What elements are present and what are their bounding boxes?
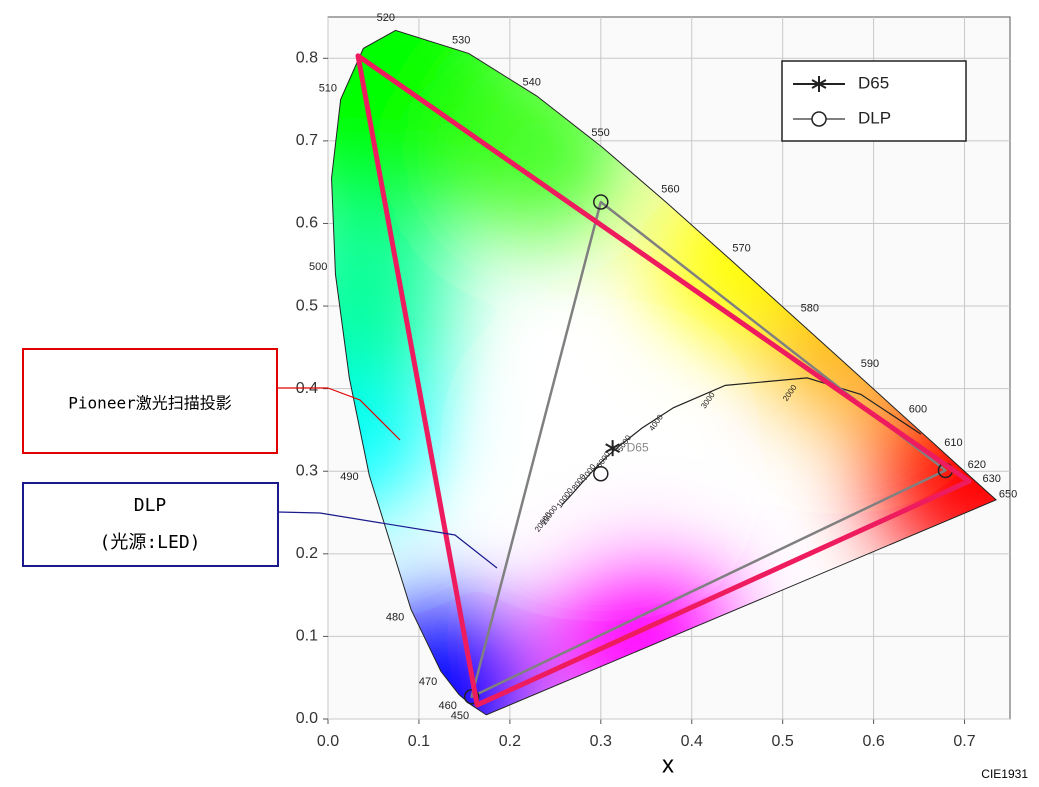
legend-label: D65 [858, 73, 889, 92]
legend-label: DLP [858, 108, 891, 127]
wavelength-label: 520 [377, 12, 395, 24]
wavelength-label: 620 [968, 459, 986, 471]
x-tick-label: 0.3 [590, 733, 612, 750]
annotation-text: DLP [134, 495, 167, 516]
legend-marker [811, 111, 827, 127]
y-tick-label: 0.7 [296, 132, 318, 149]
wavelength-label: 650 [999, 488, 1017, 500]
leader-line [277, 511, 498, 569]
wavelength-label: 540 [523, 76, 541, 88]
wavelength-label: 480 [386, 612, 404, 624]
wavelength-label: 500 [309, 261, 327, 273]
wavelength-label: 630 [982, 473, 1000, 485]
wavelength-label: 460 [438, 700, 456, 712]
wavelength-label: 470 [419, 676, 437, 688]
x-tick-label: 0.4 [681, 733, 703, 750]
annotation-box [22, 482, 279, 567]
planckian-locus [561, 377, 922, 506]
y-tick-label: 0.6 [296, 215, 318, 232]
gamut-triangle [355, 53, 972, 708]
wavelength-label: 530 [452, 34, 470, 46]
note: CIE1931 [981, 767, 1028, 781]
spectral-locus [331, 29, 998, 716]
circle-marker [593, 194, 609, 210]
wavelength-label: 560 [661, 183, 679, 195]
wavelength-label: 570 [732, 243, 750, 255]
circle-marker [593, 465, 609, 482]
wavelength-label: 550 [591, 127, 609, 139]
annotation-box [22, 348, 278, 454]
x-tick-label: 0.0 [317, 733, 339, 750]
wavelength-label: 590 [861, 358, 879, 370]
annotation-text: (光源:LED) [99, 532, 200, 553]
legend-box [781, 60, 967, 142]
x-axis-label: x [662, 751, 674, 778]
star-stroke [811, 79, 827, 89]
x-tick-label: 0.6 [862, 733, 884, 750]
y-tick-label: 0.3 [296, 462, 318, 479]
leader-line [327, 387, 401, 441]
star-stroke [605, 443, 621, 453]
x-tick-label: 0.1 [408, 733, 430, 750]
wavelength-label: 610 [944, 437, 962, 449]
wavelength-label: 490 [340, 471, 358, 483]
y-tick-label: 0.1 [296, 628, 318, 645]
wavelength-label: 510 [319, 83, 337, 95]
annotation-text: Pioneer激光扫描投影 [68, 394, 231, 413]
y-tick-label: 0.5 [296, 297, 318, 314]
wavelength-label: 600 [909, 403, 927, 415]
y-tick-label: 0.0 [296, 710, 318, 727]
y-tick-label: 0.8 [296, 50, 318, 67]
wavelength-label: 450 [451, 710, 469, 722]
x-tick-label: 0.5 [772, 733, 794, 750]
x-tick-label: 0.7 [953, 733, 975, 750]
y-tick-label: 0.2 [296, 545, 318, 562]
gamut-triangle [470, 200, 947, 698]
x-tick-label: 0.2 [499, 733, 521, 750]
star-marker [811, 76, 827, 92]
star-marker [605, 440, 621, 457]
wavelength-label: 580 [801, 302, 819, 314]
point-label: D65 [627, 440, 649, 454]
circle-marker [463, 688, 480, 705]
